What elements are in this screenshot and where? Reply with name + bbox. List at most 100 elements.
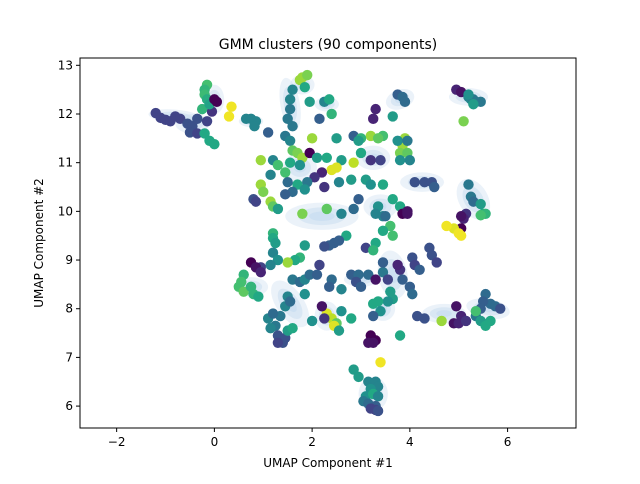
data-point (368, 245, 379, 256)
data-point (192, 113, 203, 125)
data-point (426, 249, 438, 261)
data-point (280, 167, 291, 178)
y-tick-label: 9 (65, 253, 73, 267)
data-point (392, 135, 403, 146)
data-point (368, 310, 379, 322)
data-point (370, 274, 381, 285)
data-point (262, 127, 274, 138)
data-point (209, 138, 220, 150)
data-point (385, 220, 396, 232)
data-point (255, 267, 267, 278)
data-point (382, 274, 394, 285)
y-tick-label: 10 (58, 204, 73, 218)
y-tick-label: 7 (65, 350, 73, 364)
data-point (253, 291, 264, 302)
data-point (414, 264, 425, 275)
data-point (394, 330, 406, 341)
data-point (348, 157, 359, 168)
y-tick-label: 12 (58, 107, 73, 121)
data-point (387, 230, 398, 241)
data-point (368, 298, 379, 310)
data-point (272, 254, 284, 266)
data-point (287, 322, 298, 334)
data-point (485, 315, 496, 327)
data-point (495, 303, 506, 314)
data-point (211, 96, 223, 108)
data-point (196, 103, 208, 115)
data-point (346, 269, 357, 280)
data-point (272, 203, 284, 215)
data-point (199, 128, 210, 139)
data-point (326, 108, 337, 120)
data-point (377, 179, 389, 190)
data-point (458, 116, 469, 127)
data-point (382, 296, 394, 307)
data-point (284, 135, 296, 146)
data-point (455, 230, 467, 241)
data-point (282, 113, 293, 125)
data-point (353, 371, 364, 383)
x-tick-label: 6 (504, 435, 512, 449)
data-point (331, 133, 342, 144)
data-point (402, 208, 413, 219)
data-point (324, 281, 335, 293)
data-point (451, 301, 462, 312)
data-point (258, 186, 269, 198)
data-point (304, 269, 315, 280)
data-point (375, 357, 386, 368)
data-point (419, 313, 430, 324)
data-point (319, 313, 330, 324)
data-point (265, 259, 276, 271)
data-point (309, 172, 320, 183)
plot-frame (79, 57, 577, 429)
data-point (336, 284, 347, 295)
y-axis-ticks: 6 7 8 9 10 11 12 13 (58, 58, 80, 413)
data-point (372, 391, 384, 402)
data-point (272, 159, 284, 171)
x-axis-label: UMAP Component #1 (263, 456, 393, 470)
x-tick-label: 0 (211, 435, 219, 449)
data-point (346, 174, 357, 185)
data-point (419, 176, 430, 188)
data-point (304, 96, 315, 108)
data-point (292, 179, 303, 190)
data-point (355, 281, 367, 293)
data-point (336, 155, 347, 166)
data-point (441, 220, 452, 232)
data-point (249, 120, 260, 132)
data-point (336, 305, 347, 317)
data-point (470, 305, 482, 317)
data-point (284, 296, 296, 307)
data-point (455, 211, 467, 222)
data-point (321, 152, 332, 164)
data-point (287, 84, 298, 95)
data-point (272, 337, 284, 349)
points-layer (150, 69, 506, 417)
data-point (287, 120, 298, 132)
data-point (201, 116, 213, 127)
data-point (460, 315, 472, 327)
data-point (402, 135, 413, 146)
data-point (475, 210, 486, 221)
x-axis-ticks: −2 0 2 4 6 (108, 428, 512, 449)
data-point (304, 147, 315, 159)
data-point (284, 94, 296, 105)
data-point (387, 111, 398, 122)
x-tick-label: 4 (406, 435, 414, 449)
data-point (316, 301, 328, 312)
data-point (353, 193, 364, 205)
data-point (431, 257, 442, 268)
x-tick-label: −2 (108, 435, 126, 449)
data-point (404, 155, 416, 166)
data-point (314, 259, 325, 271)
data-point (365, 155, 376, 166)
data-point (370, 103, 381, 115)
data-point (311, 152, 323, 164)
data-point (333, 176, 345, 188)
data-point (392, 259, 403, 271)
data-point (353, 135, 364, 146)
data-point (270, 237, 281, 249)
data-point (297, 208, 308, 219)
data-point (407, 288, 418, 300)
